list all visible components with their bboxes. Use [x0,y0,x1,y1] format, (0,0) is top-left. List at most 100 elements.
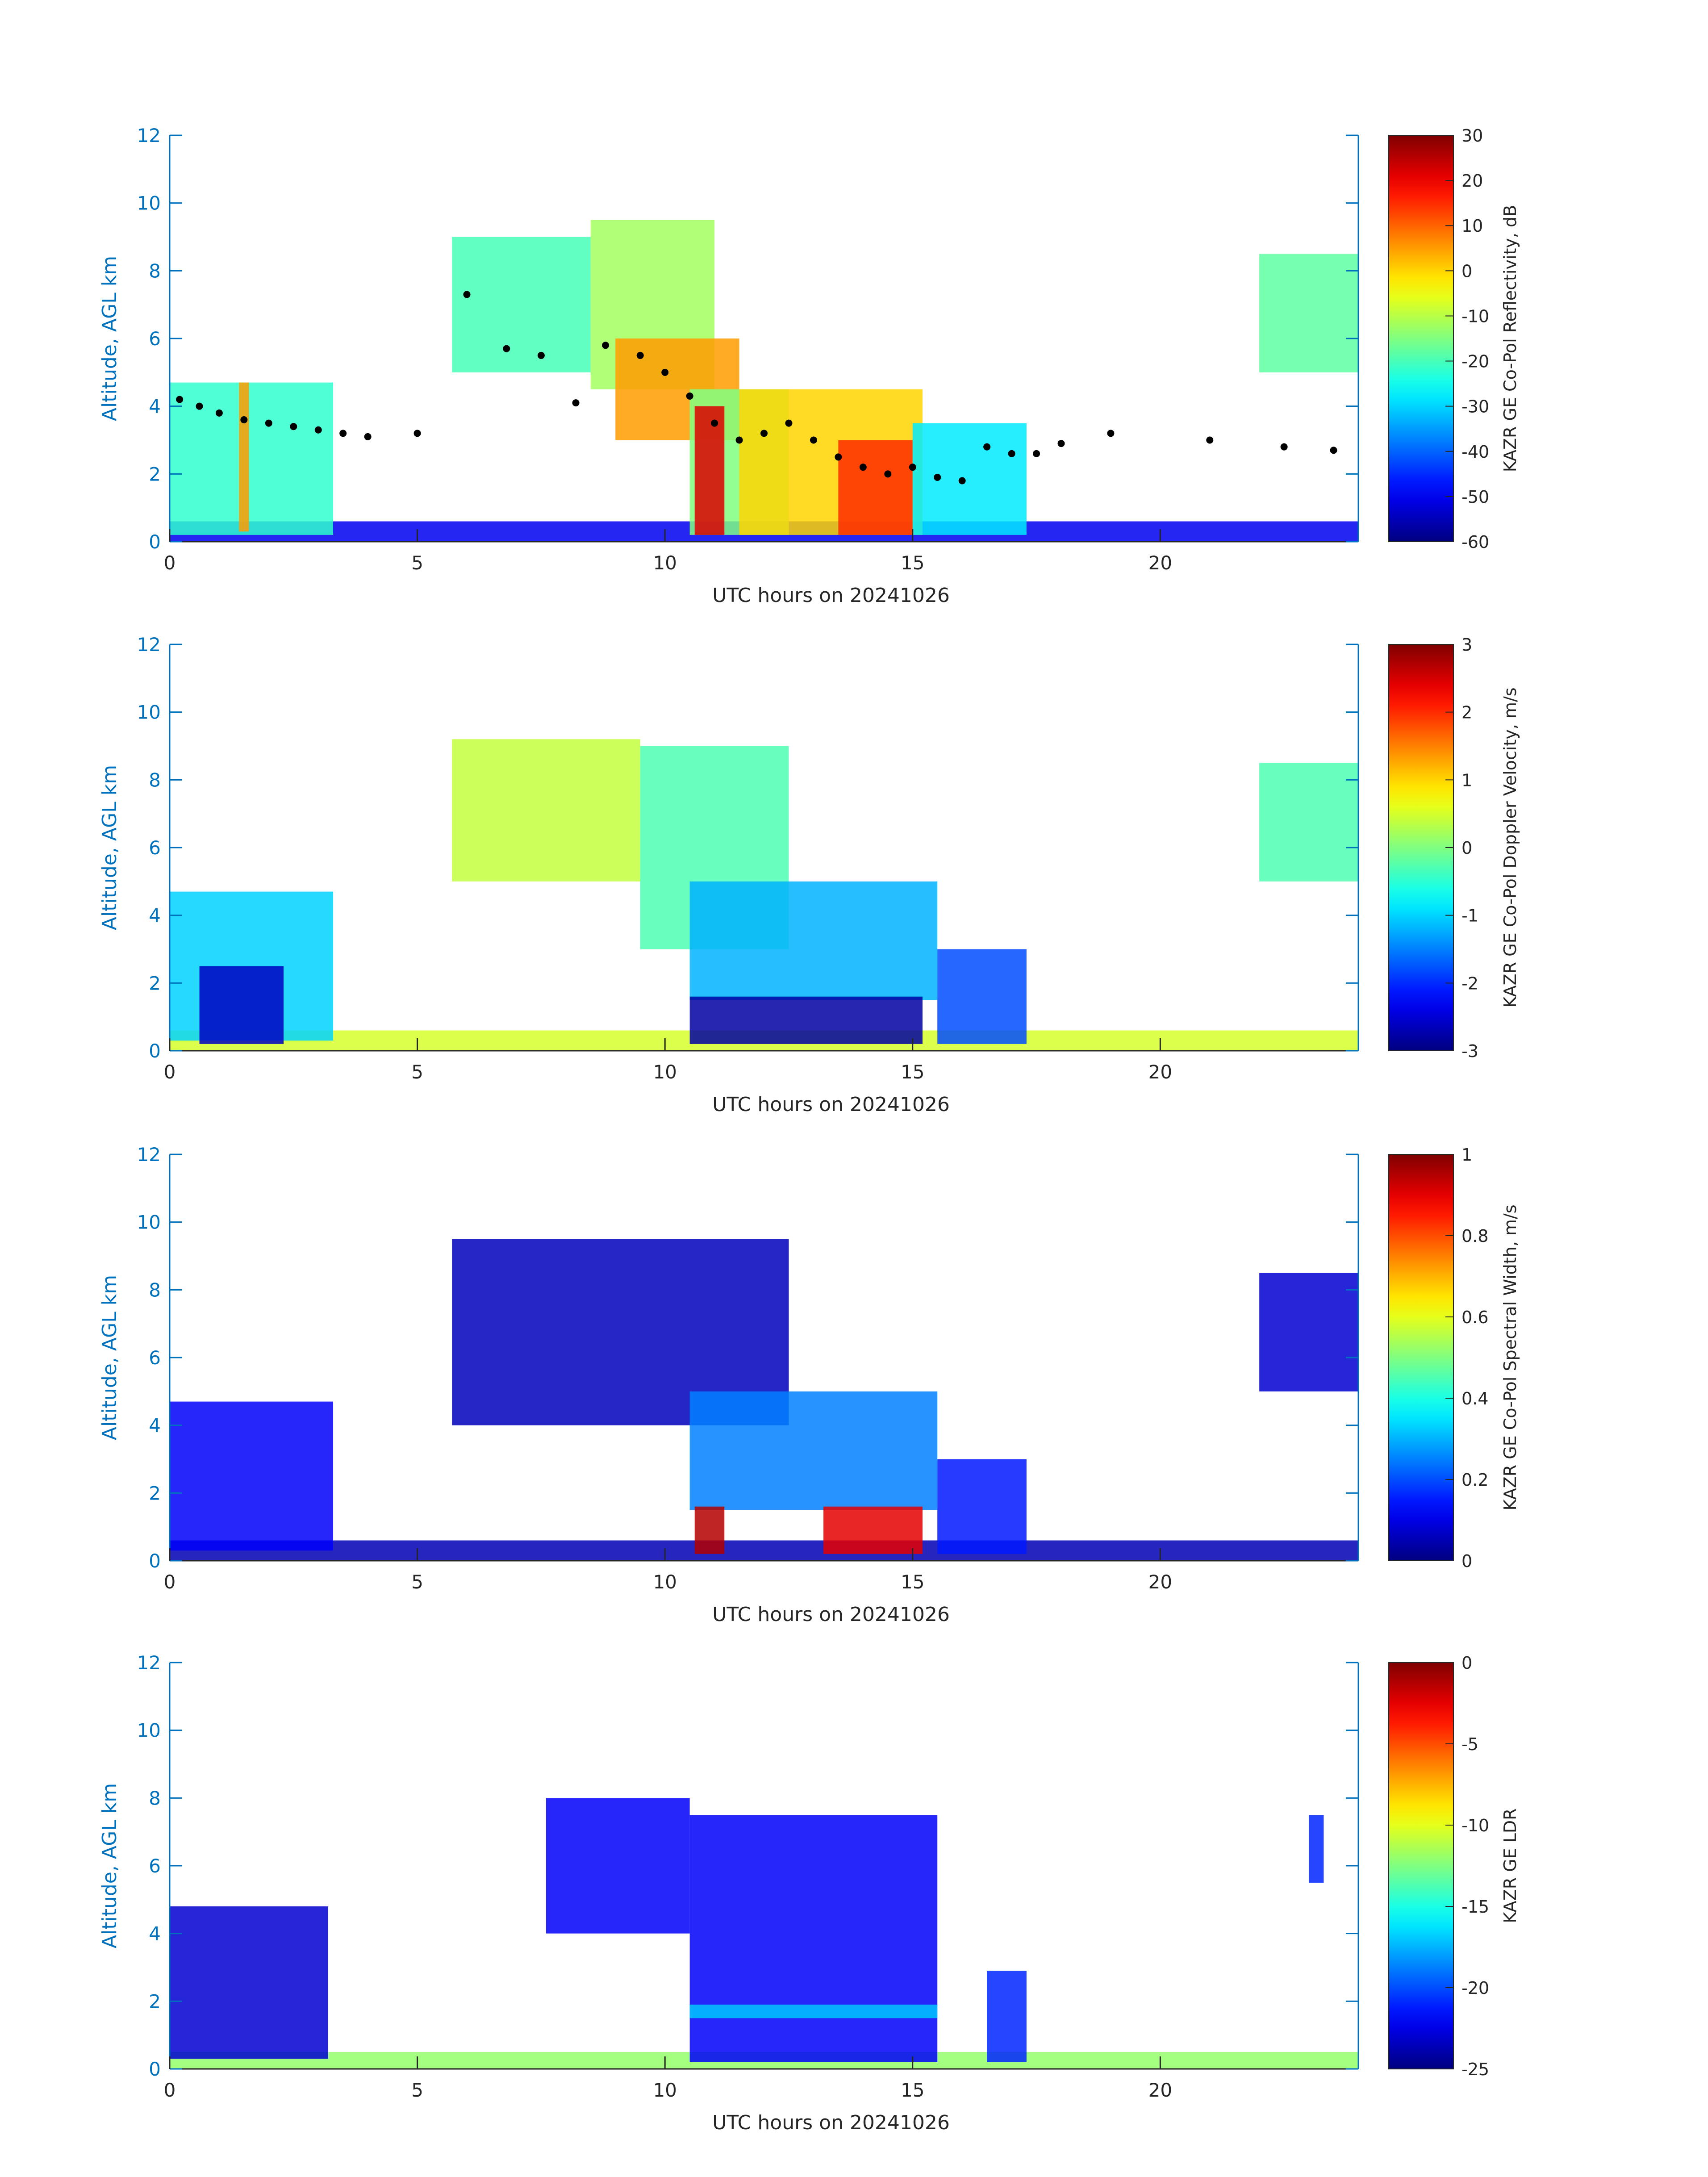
x-tick-label: 15 [901,1061,924,1083]
colorbar-tick-label: 3 [1462,635,1472,655]
colorbar-tick-label: 0.8 [1462,1226,1488,1246]
cloud-base-point [463,291,471,298]
cloud-base-point [290,423,297,430]
y-tick-label: 0 [149,1550,161,1572]
cloud-base-point [909,464,916,471]
cloud-base-point [503,345,510,352]
y-tick-label: 6 [149,1347,161,1369]
heatmap-region-3 [199,966,284,1044]
heatmap-region-10 [838,440,913,535]
heatmap-region-7 [689,996,923,1044]
heatmap-region-8 [694,406,725,535]
heatmap-region-2 [170,1906,328,2059]
cloud-base-point [1107,430,1115,437]
cloud-base-point [958,477,966,485]
x-tick-label: 10 [653,1571,677,1593]
y-tick-label: 0 [149,1040,161,1062]
colorbar-tick-label: 30 [1462,126,1483,146]
x-axis-label: UTC hours on 20241026 [712,1093,950,1116]
heatmap-region-5 [689,2004,938,2018]
colorbar-tick-label: -60 [1462,532,1489,552]
y-tick-label: 10 [137,1212,161,1233]
heatmap-region-8 [1259,1273,1358,1391]
y-tick-label: 8 [149,1279,161,1301]
y-tick-label: 4 [149,1923,161,1945]
colorbar-label: KAZR GE Co-Pol Reflectivity, dB [1500,205,1520,472]
y-axis-label: Altitude, AGL km [98,1275,121,1440]
x-tick-label: 0 [164,2079,176,2101]
x-tick-label: 20 [1148,1061,1172,1083]
x-tick-label: 10 [653,1061,677,1083]
x-tick-label: 10 [653,552,677,574]
colorbar-tick-label: -1 [1462,906,1478,926]
panel-1: 0 2 4 6 8 10 12 0 5 10 15 20 UTC hours on 20241026 Al… [98,125,1520,607]
heatmap-region-1 [170,1540,1358,1561]
heatmap [170,739,1358,1051]
x-tick-label: 5 [411,1061,423,1083]
y-axis-label: Altitude, AGL km [98,765,121,930]
cloud-base-point [735,436,743,444]
y-tick-label: 10 [137,1720,161,1742]
cloud-base-point [602,342,610,349]
x-tick-label: 5 [411,1571,423,1593]
colorbar-tick-label: 0 [1462,838,1472,858]
heatmap-region-3 [546,1798,690,1934]
colorbar-tick-label: 2 [1462,703,1472,723]
cloud-base-point [1008,450,1015,457]
x-tick-label: 0 [164,552,176,574]
colorbar-tick-label: -3 [1462,1041,1478,1061]
y-tick-label: 4 [149,396,161,418]
cloud-base-point [760,430,768,437]
y-tick-label: 8 [149,260,161,282]
cloud-base-points [176,291,1337,485]
cloud-base-point [711,419,718,427]
panel-4: 0 2 4 6 8 10 12 0 5 10 15 20 UTC hours on 20241026 Al… [98,1652,1520,2134]
colorbar-tick-label: 0.2 [1462,1470,1488,1490]
cloud-base-point [339,430,347,437]
y-tick-label: 2 [149,463,161,485]
heatmap-region-5 [694,1506,725,1554]
y-tick-label: 6 [149,837,161,859]
y-tick-label: 12 [137,1144,161,1166]
cloud-base-point [785,419,793,427]
colorbar-tick-label: -40 [1462,442,1489,462]
colorbar-tick-label: 0 [1462,261,1472,281]
heatmap-region-6 [987,1971,1027,2062]
cloud-base-point [215,409,223,417]
colorbar-tick-label: -20 [1462,1978,1489,1998]
cloud-base-point [1206,436,1214,444]
colorbar [1388,135,1454,542]
y-tick-label: 0 [149,531,161,553]
x-tick-label: 20 [1148,1571,1172,1593]
y-tick-label: 12 [137,125,161,146]
y-tick-label: 6 [149,328,161,350]
cloud-base-point [661,368,669,376]
colorbar [1388,1662,1454,2069]
x-tick-label: 10 [653,2079,677,2101]
colorbar [1388,644,1454,1051]
cloud-base-point [1330,447,1337,454]
x-axis-label: UTC hours on 20241026 [712,584,950,607]
x-axis-label: UTC hours on 20241026 [712,2111,950,2134]
colorbar-tick-label: -10 [1462,1816,1489,1835]
y-tick-label: 10 [137,702,161,723]
colorbar-tick-label: 1 [1462,770,1472,790]
x-tick-label: 0 [164,1061,176,1083]
colorbar-tick-label: 20 [1462,171,1483,191]
cloud-base-point [983,443,991,451]
cloud-base-point [835,453,842,461]
y-tick-label: 2 [149,1990,161,2012]
x-tick-label: 20 [1148,552,1172,574]
colorbar-label: KAZR GE Co-Pol Doppler Velocity, m/s [1500,687,1520,1007]
y-tick-label: 8 [149,1787,161,1809]
cloud-base-point [884,470,892,478]
colorbar-tick-label: -15 [1462,1897,1489,1917]
colorbar-tick-label: 0 [1462,1551,1472,1571]
heatmap-region-6 [823,1506,923,1554]
colorbar-tick-label: -20 [1462,352,1489,372]
y-tick-label: 12 [137,634,161,656]
cloud-base-point [364,433,372,440]
cloud-base-point [1057,440,1065,447]
colorbar [1388,1154,1454,1561]
